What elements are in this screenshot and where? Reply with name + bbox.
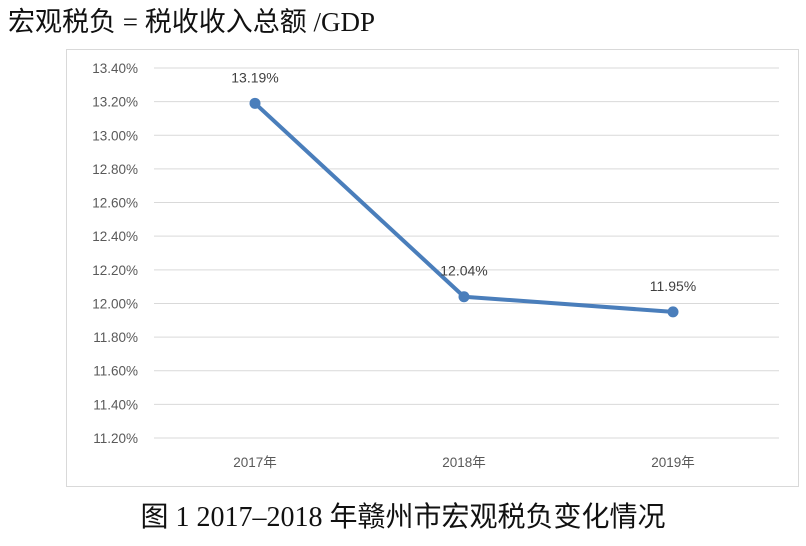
y-tick-label: 12.00% [92, 296, 138, 311]
data-point [667, 306, 679, 318]
data-label: 12.04% [440, 263, 487, 279]
y-axis-ticks: 11.20% 11.40% 11.60% 11.80% 12.00% 12.20% 12.4… [92, 61, 138, 446]
y-tick-label: 13.20% [92, 95, 138, 110]
series-line [253, 101, 675, 314]
y-tick-label: 11.60% [93, 364, 138, 379]
figure-caption: 图 1 2017–2018 年赣州市宏观税负变化情况 [140, 502, 666, 533]
data-point [249, 97, 261, 109]
x-tick-label: 2017年 [233, 455, 277, 470]
y-tick-label: 12.20% [92, 263, 138, 278]
y-tick-label: 11.20% [93, 431, 138, 446]
x-tick-label: 2018年 [442, 455, 486, 470]
line-chart: 11.20% 11.40% 11.60% 11.80% 12.00% 12.20% 12.4… [92, 61, 779, 470]
y-tick-label: 11.80% [93, 330, 138, 345]
chart-area: 11.20% 11.40% 11.60% 11.80% 12.00% 12.20% 12.4… [66, 49, 799, 487]
x-axis-ticks: 2017年 2018年 2019年 [233, 455, 695, 470]
gridlines [154, 67, 779, 439]
y-tick-label: 12.60% [92, 196, 138, 211]
data-labels: 13.19% 12.04% 11.95% [231, 69, 696, 294]
y-tick-label: 13.40% [92, 61, 138, 76]
data-point [458, 291, 470, 303]
data-label: 13.19% [231, 69, 278, 85]
y-tick-label: 12.80% [92, 162, 138, 177]
y-tick-label: 12.40% [92, 229, 138, 244]
formula-text: 宏观税负 = 税收收入总额 /GDP [8, 7, 375, 37]
x-tick-label: 2019年 [651, 455, 695, 470]
y-tick-label: 11.40% [93, 397, 138, 412]
data-label: 11.95% [650, 278, 696, 294]
y-tick-label: 13.00% [92, 128, 138, 143]
series-layer [249, 97, 679, 318]
